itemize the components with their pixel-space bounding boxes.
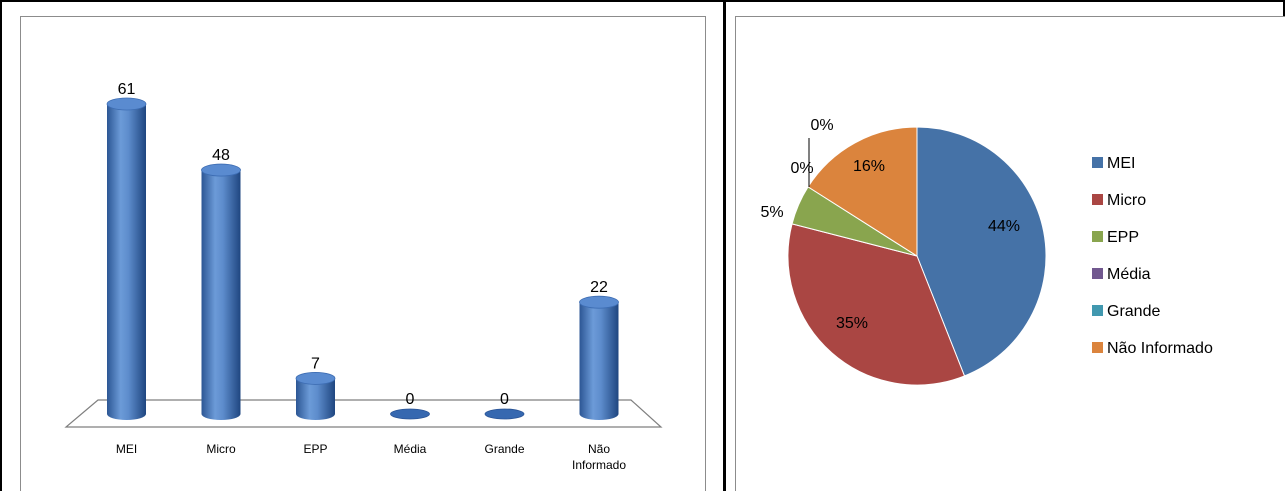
pie-slice-micro [787,223,966,386]
x-tick-label-epp: EPP [303,442,327,456]
legend-label-epp: EPP [1107,229,1139,246]
data-label-mei: 61 [118,81,136,98]
data-label-grande: 0% [810,117,833,134]
bar-top-micro [201,163,241,177]
x-tick-label-mei: MEI [116,442,137,456]
data-label-micro: 48 [212,147,230,164]
bar-chart-frame: 61 MEI 48 Micro 7 EPP 0 Média 0 Grande 22 Não Inform… [20,16,706,491]
legend-label-grande: Grande [1107,303,1160,320]
legend-label-media: Média [1107,266,1151,283]
bar-body-nao-informado [579,302,619,421]
pie-slice-nao-informado [807,126,918,257]
data-label-mei: 44% [988,218,1020,235]
legend-swatch-epp [1092,231,1103,242]
bar-top-grande [484,408,525,420]
bar-media [390,408,430,420]
x-tick-label-nao-informado: Não Informado [572,442,626,472]
data-label-epp: 7 [311,355,320,372]
pie-slice-mei [916,126,1047,377]
x-tick-label-micro: Micro [206,442,236,456]
legend-swatch-nao-informado [1092,342,1103,353]
bar-top-mei [106,97,147,111]
data-label-media: 0 [406,391,415,408]
legend-label-micro: Micro [1107,192,1146,209]
legend-swatch-mei [1092,157,1103,168]
data-label-media: 0% [790,160,813,177]
data-label-micro: 35% [836,315,868,332]
bar-top-nao-informado [579,295,619,309]
bar-chart: 61 MEI 48 Micro 7 EPP 0 Média 0 Grande 22 Não Inform… [64,81,663,472]
data-label-grande: 0 [500,391,509,408]
x-tick-label-media: Média [394,442,427,456]
data-label-nao-informado: 22 [590,279,608,296]
legend-label-nao-informado: Não Informado [1107,340,1213,357]
data-label-epp: 5% [760,204,783,221]
data-label-nao-informado: 16% [853,158,885,175]
bar-body-micro [201,170,241,421]
legend-swatch-grande [1092,305,1103,316]
legend-swatch-micro [1092,194,1103,205]
bar-epp [295,372,336,421]
bar-nao-informado [579,295,619,421]
bar-body-mei [107,104,146,421]
bar-micro [201,163,241,421]
legend-swatch-media [1092,268,1103,279]
x-tick-label-grande: Grande [484,442,524,456]
pie-chart: 44% 35% 5% 0% 0% 16% MEI Micro EPP Média Grande Não… [760,117,1213,386]
bar-top-epp [295,372,336,385]
bar-body-epp [296,378,335,421]
bar-mei [106,97,147,421]
legend-label-mei: MEI [1107,155,1135,172]
chart-floor [64,399,663,428]
bar-grande [484,408,525,420]
bar-top-media [390,408,430,420]
pie-chart-frame: 44% 35% 5% 0% 0% 16% MEI Micro EPP Média Grande Não… [735,16,1285,491]
